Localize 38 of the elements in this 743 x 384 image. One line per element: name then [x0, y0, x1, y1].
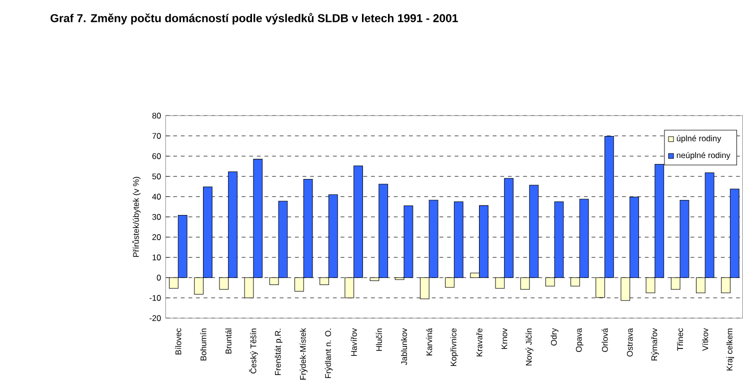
legend-label: neúplné rodiny — [676, 152, 730, 160]
x-tick-label: Hlučín — [376, 328, 382, 350]
y-tick-label: 50 — [152, 173, 161, 180]
x-tick-label: Kopřivnice — [450, 328, 458, 366]
x-tick-label: Frýdlant n. O. — [324, 328, 333, 378]
y-tick-label: -20 — [150, 315, 161, 321]
y-tick-label: 30 — [152, 214, 161, 220]
y-tick-label: 80 — [152, 112, 161, 118]
x-tick-label: Frenštát p.R. — [274, 328, 282, 375]
x-tick-label: Kravaře — [476, 328, 482, 356]
x-tick-label: Nový Jičín — [526, 328, 534, 366]
x-tick-label: Kraj celkem — [726, 328, 734, 370]
x-tick-label: Ostrava — [626, 328, 633, 356]
x-tick-label: Krnov — [502, 328, 508, 349]
legend-label: úplné rodiny — [676, 134, 722, 143]
x-tick-label: Bílovec — [175, 328, 182, 354]
x-tick-label: Český Těšín — [248, 328, 258, 374]
y-tick-label: 20 — [152, 234, 161, 240]
x-tick-label: Karviná — [426, 328, 432, 356]
x-tick-label: Opava — [576, 328, 584, 352]
x-tick-label: Třinec — [677, 328, 684, 351]
x-tick-label: Rýmařov — [651, 328, 659, 360]
x-tick-label: Bohumín — [200, 328, 206, 360]
x-tick-label: Bruntál — [225, 328, 232, 354]
y-axis-title: Přírůstek/úbytek (v %) — [132, 176, 141, 257]
y-tick-label: 10 — [152, 254, 161, 260]
chart-title: Graf 7. Změny počtu domácností podle výsledků SLDB v letech 1991 - 2001 — [50, 12, 458, 24]
y-tick-label: -10 — [150, 294, 161, 301]
x-tick-label: Havířov — [350, 328, 357, 356]
x-tick-label: Jablunkov — [400, 328, 408, 365]
x-tick-label: Frýdek-Místek — [300, 328, 308, 380]
x-tick-label: Odry — [550, 328, 558, 346]
y-tick-label: 40 — [152, 194, 161, 200]
y-tick-label: 0 — [156, 274, 161, 280]
y-tick-label: 70 — [152, 132, 161, 139]
y-tick-label: 60 — [152, 153, 161, 159]
x-tick-label: Orlová — [602, 328, 608, 352]
x-tick-label: Vítkov — [702, 328, 708, 351]
